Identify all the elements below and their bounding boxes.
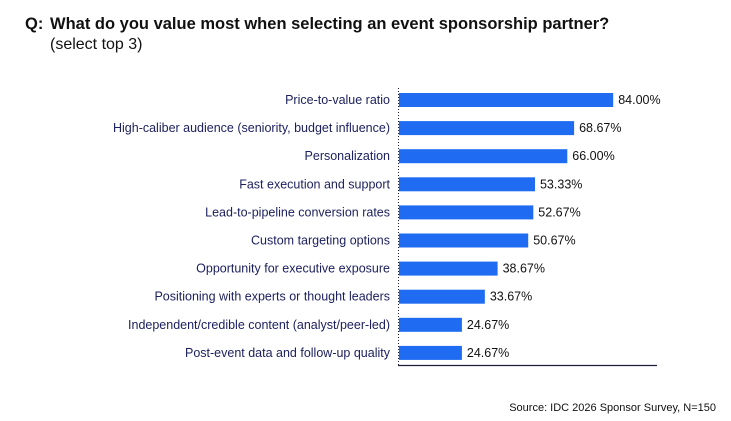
value-label: 50.67% <box>533 234 575 248</box>
question-prefix: Q: <box>25 15 44 33</box>
bar <box>399 233 529 248</box>
category-label: Custom targeting options <box>251 234 390 248</box>
bar <box>399 205 534 220</box>
category-label: Price-to-value ratio <box>285 93 390 107</box>
bar <box>399 93 614 107</box>
value-label: 53.33% <box>540 177 582 191</box>
category-label: Independent/credible content (analyst/pe… <box>128 318 390 332</box>
value-label: 24.67% <box>467 346 509 360</box>
category-label: Post-event data and follow-up quality <box>185 346 391 360</box>
category-label: Positioning with experts or thought lead… <box>154 290 390 304</box>
bar <box>399 261 498 276</box>
value-label: 68.67% <box>579 121 621 135</box>
value-label: 38.67% <box>503 262 545 276</box>
value-label: 84.00% <box>618 93 660 107</box>
bar <box>399 121 575 136</box>
source-note: Source: IDC 2026 Sponsor Survey, N=150 <box>509 402 716 414</box>
category-label: Lead-to-pipeline conversion rates <box>205 205 390 219</box>
bars-group: Price-to-value ratio 84.00% High-caliber a… <box>113 93 661 360</box>
category-label: High-caliber audience (seniority, budget… <box>113 121 390 135</box>
question-title: Q: What do you value most when selecting … <box>25 15 609 34</box>
bar <box>399 149 568 164</box>
category-label: Personalization <box>305 149 391 163</box>
category-label: Fast execution and support <box>239 177 390 191</box>
bar <box>399 177 535 192</box>
value-label: 52.67% <box>538 205 580 219</box>
value-label: 24.67% <box>467 318 509 332</box>
bar <box>399 289 485 304</box>
bar <box>399 317 462 332</box>
value-label: 66.00% <box>572 149 614 163</box>
bar <box>399 345 462 360</box>
value-label: 33.67% <box>490 290 532 304</box>
category-label: Opportunity for executive exposure <box>196 262 390 276</box>
question-subtext: (select top 3) <box>50 36 143 53</box>
question-text: What do you value most when selecting an… <box>50 15 610 33</box>
